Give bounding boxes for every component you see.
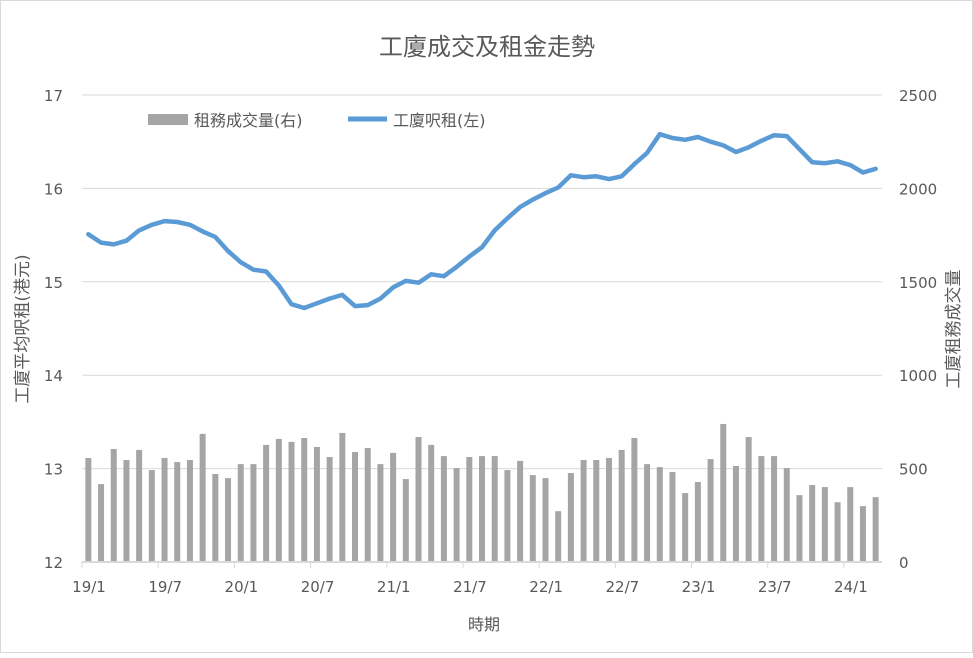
bar [733,466,739,562]
bar [593,460,599,562]
legend-label-bars: 租務成交量(右) [194,111,303,130]
right-tick-label: 2500 [899,87,937,105]
bar [847,487,853,562]
bar [85,458,91,562]
bar [314,447,320,562]
bar [669,472,675,562]
x-tick-label: 22/1 [529,578,563,596]
right-tick-label: 2000 [899,180,937,198]
bar [555,511,561,562]
bar [657,467,663,562]
x-tick-label: 20/7 [301,578,335,596]
bar [619,450,625,562]
bar [276,439,282,562]
right-tick-label: 0 [899,554,909,572]
bar [466,457,472,562]
legend: 租務成交量(右) 工廈呎租(左) [148,111,486,130]
bar [365,448,371,562]
x-tick-label: 19/1 [72,578,106,596]
bar [479,456,485,562]
bar [225,478,231,562]
bar [339,433,345,562]
bar [568,473,574,562]
legend-swatch-bars [148,114,188,125]
bar [416,437,422,562]
gridlines [82,95,882,469]
chart-title: 工廈成交及租金走勢 [379,33,595,61]
bar [695,482,701,562]
left-tick-label: 14 [44,367,63,385]
x-tick-label: 23/1 [682,578,716,596]
bar [631,438,637,562]
bar [454,468,460,562]
x-tick-label: 19/7 [148,578,182,596]
bar [746,437,752,562]
bar [212,474,218,562]
bar [149,470,155,562]
bar [835,502,841,562]
right-tick-label: 1500 [899,274,937,292]
bar [162,458,168,562]
bar [720,424,726,562]
bar [200,434,206,562]
bar [644,464,650,562]
bar [352,452,358,562]
left-tick-label: 15 [44,274,63,292]
bar [530,475,536,562]
left-axis-label: 工廈平均呎租(港元) [13,254,33,403]
bar-series [85,424,878,562]
bar [708,459,714,562]
bar [606,458,612,562]
bar [301,438,307,562]
bar [504,470,510,562]
bar [289,442,295,562]
bar [98,484,104,562]
bar [581,460,587,562]
left-tick-label: 16 [44,180,63,198]
bar [111,449,117,562]
right-tick-label: 500 [899,461,928,479]
bar [250,464,256,562]
bar [822,487,828,562]
bar [187,460,193,562]
x-tick-label: 24/1 [834,578,868,596]
bar [771,456,777,562]
bar [796,495,802,562]
x-axis-label: 時期 [468,615,500,634]
bar [136,450,142,562]
bar [238,464,244,562]
x-tick-label: 22/7 [605,578,639,596]
bar [263,445,269,562]
bar [784,468,790,562]
bar [327,457,333,562]
bar [403,479,409,562]
x-tick-label: 23/7 [758,578,792,596]
bar [390,453,396,562]
left-tick-label: 13 [44,461,63,479]
bar [758,456,764,562]
bar [492,456,498,562]
bar [517,461,523,562]
bar [123,460,129,562]
legend-label-line: 工廈呎租(左) [393,111,486,130]
x-tick-label: 20/1 [225,578,259,596]
left-tick-label: 12 [44,554,63,572]
bar [377,464,383,562]
bar [542,478,548,562]
left-tick-label: 17 [44,87,63,105]
bar [441,456,447,562]
right-axis-label: 工廈租務成交量 [944,270,964,389]
bar [682,493,688,562]
x-tick-label: 21/7 [453,578,487,596]
bar [809,485,815,562]
bar [860,506,866,562]
bar [873,497,879,562]
bar [174,462,180,562]
right-tick-label: 1000 [899,367,937,385]
x-tick-label: 21/1 [377,578,411,596]
bar [428,445,434,562]
